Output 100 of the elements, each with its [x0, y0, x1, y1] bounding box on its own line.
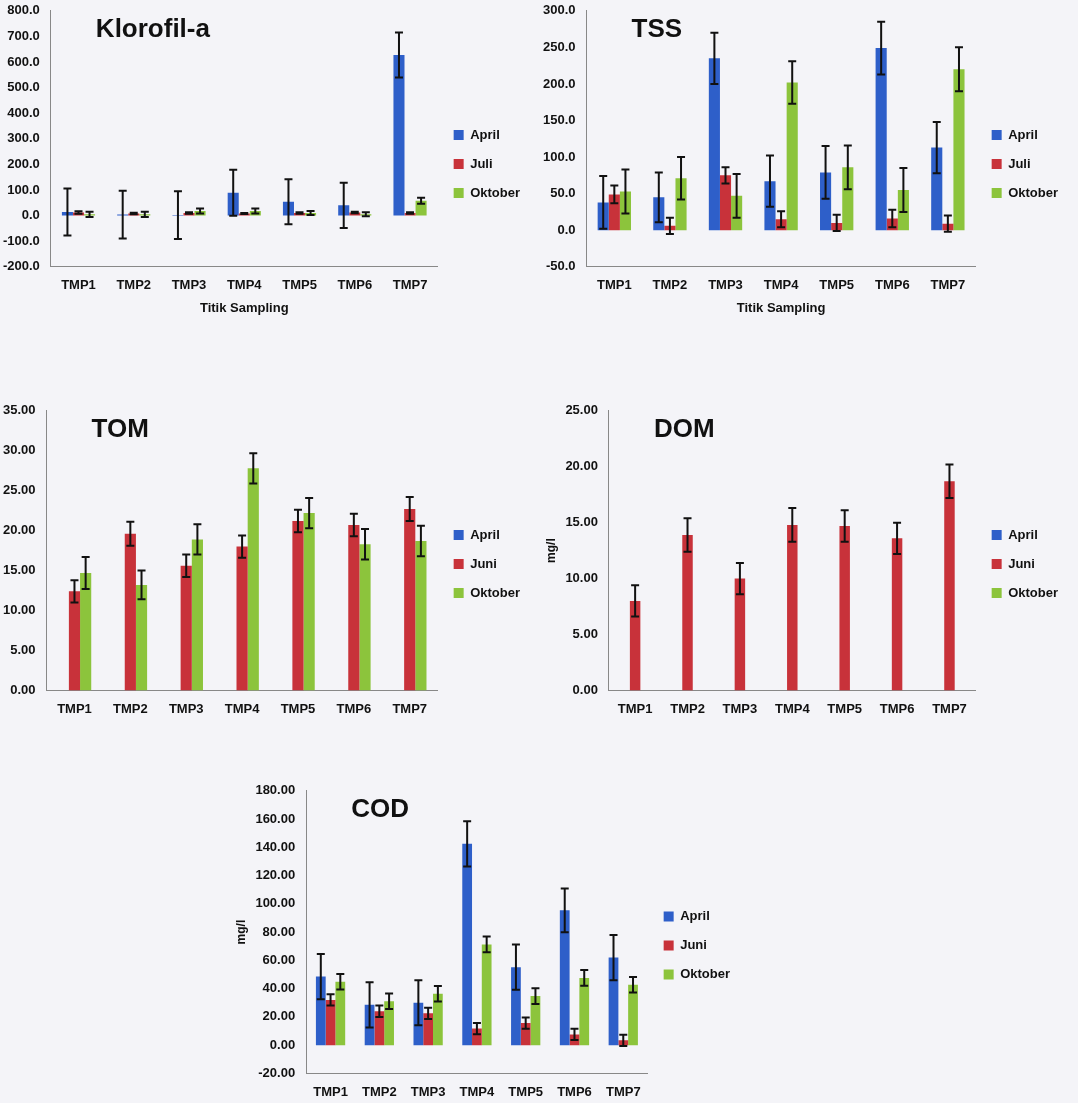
legend-label: April: [470, 126, 500, 142]
bar: [719, 175, 732, 231]
x-tick-label: TMP5: [819, 277, 855, 293]
y-tick-label: 160.00: [255, 810, 296, 826]
y-tick-label: 0.0: [21, 207, 40, 223]
legend-label: Oktober: [680, 966, 730, 982]
x-tick-label: TMP6: [874, 277, 910, 293]
legend-label: Juli: [470, 155, 493, 171]
legend-label: April: [680, 908, 710, 924]
bar: [359, 544, 371, 691]
bar: [384, 1001, 394, 1046]
x-tick-label: TMP2: [116, 277, 152, 293]
bar: [842, 167, 854, 231]
x-tick-label: TMP2: [362, 1083, 397, 1099]
x-tick-label: TMP7: [932, 700, 967, 716]
y-tick-label: 300.0: [7, 130, 40, 146]
bar: [80, 572, 92, 691]
x-tick-label: TMP1: [596, 277, 632, 293]
y-tick-label: 15.00: [565, 514, 598, 530]
x-tick-label: TMP5: [282, 277, 317, 293]
legend-label: Oktober: [1008, 184, 1058, 200]
x-tick-label: TMP3: [171, 277, 207, 293]
x-tick-label: TMP4: [763, 277, 800, 293]
y-tick-label: 180.00: [255, 782, 296, 798]
bar: [247, 468, 259, 691]
y-tick-label: 10.00: [565, 570, 598, 586]
y-tick-label: 5.00: [10, 642, 36, 658]
y-tick-label: 140.00: [255, 838, 296, 854]
legend-label: Juni: [1008, 555, 1035, 571]
bar: [628, 984, 638, 1046]
y-tick-label: 15.00: [2, 562, 36, 578]
y-tick-label: 35.00: [2, 402, 36, 418]
legend-label: Oktober: [1008, 584, 1058, 600]
y-tick-label: 0.00: [269, 1036, 296, 1052]
bar: [629, 600, 641, 691]
bar: [953, 69, 965, 231]
y-tick-label: 300.0: [542, 2, 576, 18]
bar: [433, 993, 443, 1046]
y-tick-label: 100.00: [255, 895, 296, 911]
bar: [348, 525, 360, 691]
bar: [374, 1011, 385, 1046]
y-tick-label: 20.00: [565, 458, 598, 474]
y-tick-label: 50.0: [550, 185, 576, 201]
x-tick-label: TMP4: [459, 1083, 496, 1099]
bar: [315, 976, 326, 1046]
x-tick-label: TMP7: [392, 277, 428, 293]
y-tick-label: 600.0: [7, 53, 40, 69]
chart-title: DOM: [653, 412, 715, 443]
legend-label: April: [1008, 526, 1038, 542]
y-tick-label: 120.00: [255, 867, 296, 883]
y-tick-label: -200.0: [2, 258, 40, 274]
x-tick-label: TMP5: [280, 700, 316, 716]
bar: [404, 509, 416, 691]
y-tick-label: -50.0: [545, 258, 576, 274]
bar: [608, 194, 620, 231]
x-tick-label: TMP6: [879, 700, 915, 716]
bar: [559, 910, 570, 1046]
x-tick-label: TMP1: [57, 700, 92, 716]
bar: [135, 584, 148, 691]
y-tick-label: 200.0: [7, 155, 40, 171]
y-tick-label: 150.0: [542, 112, 576, 128]
x-tick-label: TMP4: [224, 700, 261, 716]
y-tick-label: -100.0: [2, 232, 40, 248]
chart-title: Klorofil-a: [95, 12, 211, 43]
y-tick-label: 20.00: [262, 1008, 296, 1024]
x-axis-title: Titik Sampling: [736, 299, 826, 315]
bar: [511, 967, 521, 1046]
bar: [180, 565, 192, 691]
bar: [875, 48, 887, 231]
y-tick-label: 100.0: [542, 148, 576, 164]
x-tick-label: TMP1: [313, 1083, 348, 1099]
chart-title: TSS: [631, 12, 683, 43]
x-tick-label: TMP5: [827, 700, 863, 716]
bar: [191, 539, 203, 691]
bar: [579, 977, 590, 1046]
y-tick-label: 40.00: [262, 980, 296, 996]
bar: [787, 524, 798, 691]
y-tick-label: 0.0: [557, 221, 576, 237]
y-tick-label: -20.00: [258, 1064, 296, 1080]
x-tick-label: TMP4: [226, 277, 263, 293]
y-tick-label: 5.00: [572, 626, 598, 642]
bar: [708, 58, 720, 231]
x-tick-label: TMP6: [557, 1083, 592, 1099]
x-tick-label: TMP3: [168, 700, 204, 716]
x-tick-label: TMP2: [670, 700, 705, 716]
y-tick-label: 0.00: [572, 681, 598, 697]
y-tick-label: 25.00: [2, 482, 36, 498]
legend-label: Oktober: [470, 184, 520, 200]
y-tick-label: 80.00: [262, 923, 296, 939]
x-tick-label: TMP7: [392, 700, 428, 716]
bar: [675, 178, 687, 231]
legend-label: Juni: [470, 555, 497, 571]
x-tick-label: TMP6: [336, 700, 372, 716]
x-tick-label: TMP3: [722, 700, 758, 716]
y-tick-label: 0.00: [10, 681, 36, 697]
x-axis-title: Titik Sampling: [199, 299, 289, 315]
x-tick-label: TMP1: [617, 700, 653, 716]
bar: [124, 533, 136, 691]
x-tick-label: TMP2: [652, 277, 688, 293]
legend-label: Oktober: [470, 584, 520, 600]
